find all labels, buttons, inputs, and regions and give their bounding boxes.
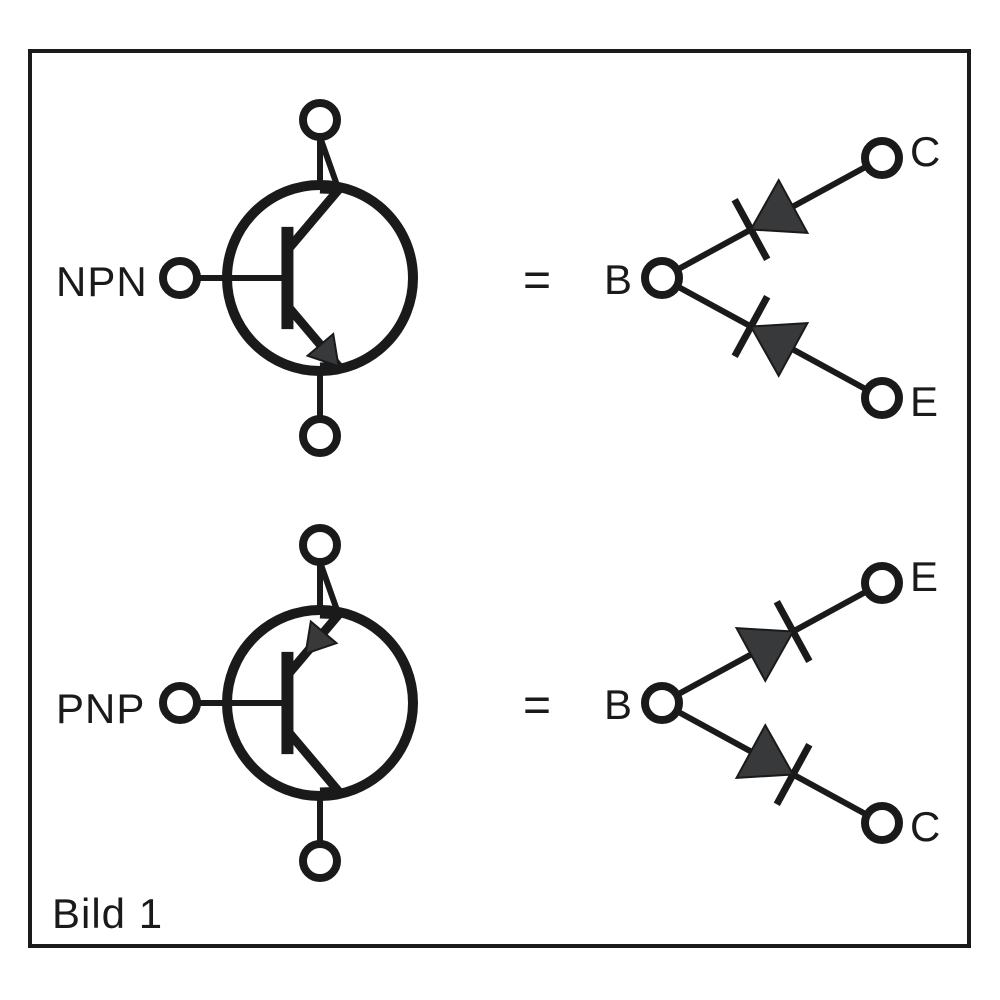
- label-c: C: [910, 128, 941, 176]
- label-bild 1: Bild 1: [52, 890, 163, 938]
- label-b: B: [604, 681, 633, 729]
- label-=: =: [523, 253, 552, 308]
- label-pnp: PNP: [56, 685, 145, 733]
- label-=: =: [523, 678, 552, 733]
- label-npn: NPN: [56, 258, 148, 306]
- label-c: C: [910, 803, 941, 851]
- diagram-svg: [0, 0, 1000, 1000]
- label-e: E: [910, 378, 939, 426]
- label-b: B: [604, 256, 633, 304]
- label-e: E: [910, 553, 939, 601]
